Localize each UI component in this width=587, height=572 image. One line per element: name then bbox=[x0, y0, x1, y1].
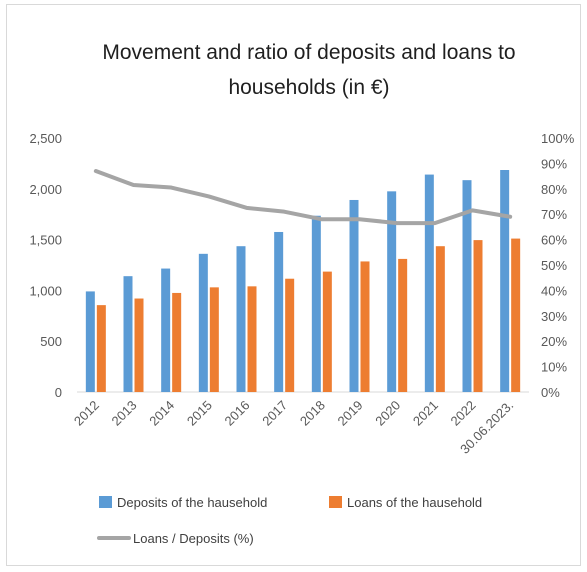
legend-label-loans: Loans of the hausehold bbox=[347, 495, 482, 510]
y-right-tick-label: 0% bbox=[541, 385, 560, 400]
loan-bar bbox=[285, 278, 295, 392]
loan-bar bbox=[360, 261, 370, 392]
deposit-bar bbox=[274, 231, 284, 392]
x-tick-label: 2022 bbox=[448, 398, 479, 429]
y-left-tick-label: 1,000 bbox=[29, 283, 62, 298]
x-tick-label: 2017 bbox=[259, 398, 290, 429]
deposit-bar bbox=[424, 174, 434, 392]
legend: Deposits of the hausehold Loans of the ha… bbox=[97, 495, 482, 546]
x-tick-label: 2015 bbox=[184, 398, 215, 429]
deposit-bar bbox=[236, 246, 246, 392]
y-right-tick-label: 60% bbox=[541, 233, 567, 248]
y-right-tick-label: 10% bbox=[541, 360, 567, 375]
loan-bar bbox=[134, 298, 144, 392]
y-left-tick-label: 2,000 bbox=[29, 182, 62, 197]
loan-bar bbox=[247, 286, 257, 392]
axes: 0 500 1,000 1,500 2,000 2,500 0% 10% 20% 30% 40% 50… bbox=[29, 131, 574, 457]
loan-bar bbox=[322, 271, 332, 392]
deposit-bar bbox=[85, 291, 95, 392]
chart: Movement and ratio of deposits and loans… bbox=[29, 41, 574, 546]
ratio-series-line bbox=[93, 169, 513, 226]
bars bbox=[85, 170, 521, 392]
loan-bar bbox=[473, 240, 483, 392]
deposit-bar bbox=[198, 253, 208, 392]
deposit-bar bbox=[123, 276, 133, 392]
legend-label-ratio: Loans / Deposits (%) bbox=[133, 531, 254, 546]
y-right-tick-label: 40% bbox=[541, 283, 567, 298]
deposit-bar bbox=[311, 215, 321, 392]
ratio-line bbox=[93, 169, 513, 226]
loan-bar bbox=[511, 238, 521, 392]
x-tick-label: 2016 bbox=[222, 398, 253, 429]
deposit-bar bbox=[462, 180, 472, 392]
y-left-tick-label: 1,500 bbox=[29, 233, 62, 248]
loan-bar bbox=[96, 305, 106, 392]
x-tick-label: 2013 bbox=[109, 398, 140, 429]
y-right-tick-label: 20% bbox=[541, 334, 567, 349]
chart-title-line-2: households (in €) bbox=[228, 76, 389, 99]
y-right-tick-label: 70% bbox=[541, 207, 567, 222]
y-right-tick-label: 80% bbox=[541, 182, 567, 197]
loan-bar bbox=[209, 287, 219, 392]
loan-bar bbox=[435, 246, 445, 392]
y-left-tick-label: 2,500 bbox=[29, 131, 62, 146]
deposit-bar bbox=[387, 191, 397, 392]
y-left-tick-label: 0 bbox=[55, 385, 62, 400]
x-tick-label: 2020 bbox=[372, 398, 403, 429]
legend-label-deposits: Deposits of the hausehold bbox=[117, 495, 267, 510]
x-tick-label: 2021 bbox=[410, 398, 441, 429]
y-right-tick-label: 90% bbox=[541, 156, 567, 171]
loan-bar bbox=[398, 258, 408, 392]
y-right-tick-label: 50% bbox=[541, 258, 567, 273]
y-right-tick-label: 100% bbox=[541, 131, 575, 146]
deposit-bar bbox=[349, 199, 359, 392]
x-tick-label: 2019 bbox=[335, 398, 366, 429]
y-right-tick-label: 30% bbox=[541, 309, 567, 324]
x-tick-label: 2014 bbox=[146, 398, 177, 429]
chart-frame: Movement and ratio of deposits and loans… bbox=[6, 4, 581, 566]
legend-swatch-loans bbox=[329, 496, 342, 508]
loan-bar bbox=[172, 292, 182, 392]
deposit-bar bbox=[500, 170, 510, 392]
x-tick-label: 2012 bbox=[71, 398, 102, 429]
chart-title-line-1: Movement and ratio of deposits and loans… bbox=[102, 41, 515, 64]
y-left-tick-label: 500 bbox=[40, 334, 62, 349]
deposit-bar bbox=[161, 268, 171, 392]
legend-swatch-deposits bbox=[99, 496, 112, 508]
x-tick-label: 2018 bbox=[297, 398, 328, 429]
